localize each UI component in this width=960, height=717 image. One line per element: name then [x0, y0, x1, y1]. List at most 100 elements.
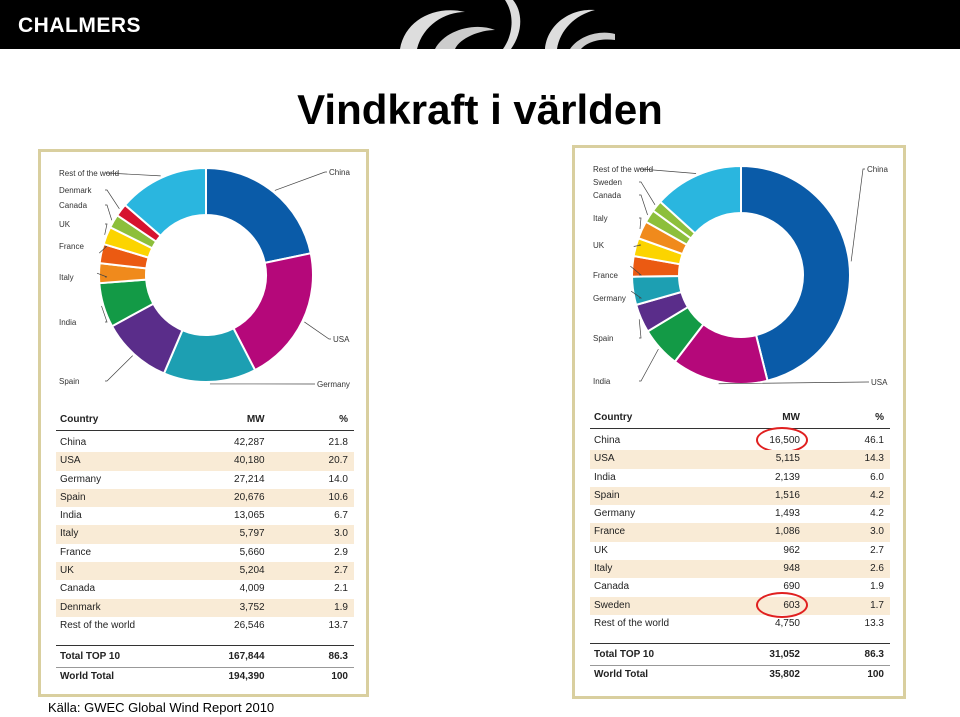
cell-mw: 26,546	[234, 619, 265, 631]
table-row: Rest of the world 4,750 13.3	[590, 615, 890, 633]
leader-line-usa	[304, 321, 331, 340]
table-row: India 2,139 6.0	[590, 469, 890, 487]
chalmers-logo: CHALMERS	[18, 14, 141, 37]
cell-percent: 6.7	[334, 510, 348, 522]
cell-country: India	[60, 510, 82, 522]
leader-line-spain	[638, 319, 642, 339]
table-row: India 13,065 6.7	[56, 507, 354, 525]
table-row: Germany 1,493 4.2	[590, 505, 890, 523]
cell-total-percent: 100	[867, 668, 884, 680]
cell-country: USA	[60, 455, 81, 467]
highlight-circle	[756, 591, 808, 618]
leader-line-germany	[630, 290, 643, 299]
slice-label-usa: USA	[871, 378, 888, 387]
table-row: Germany 27,214 14.0	[56, 471, 354, 489]
cell-percent: 2.9	[334, 546, 348, 558]
leader-line-uk	[104, 223, 108, 235]
table-row: France 1,086 3.0	[590, 523, 890, 542]
cell-percent: 2.1	[334, 583, 348, 595]
header-bar: CHALMERS	[0, 0, 960, 49]
slice-label-spain: Spain	[59, 377, 79, 386]
leader-line-china	[274, 171, 327, 191]
leader-line-france	[630, 265, 642, 276]
cell-mw: 962	[783, 544, 800, 556]
cell-country: France	[594, 526, 626, 538]
cell-country: Spain	[594, 489, 620, 501]
leader-line-rest-of-the-world	[105, 172, 161, 177]
slice-label-rest-of-the-world: Rest of the world	[593, 165, 653, 174]
slice-label-rest-of-the-world: Rest of the world	[59, 169, 119, 178]
cell-mw: 1,086	[774, 526, 800, 538]
slice-label-uk: UK	[593, 241, 605, 250]
slice-label-china: China	[329, 168, 350, 177]
slice-rest-of-the-world	[658, 164, 742, 235]
table-row: Denmark 3,752 1.9	[56, 598, 354, 617]
cell-country: Italy	[60, 528, 79, 540]
chart-panel-new-installed: China USA India Spain Germany France UK Italy Ca…	[572, 145, 906, 699]
cell-total-mw: 194,390	[228, 670, 265, 682]
cell-mw: 690	[783, 581, 800, 593]
table-row: Canada 4,009 2.1	[56, 580, 354, 598]
cell-mw: 1,493	[774, 508, 800, 520]
table-header: Country MW%	[590, 408, 890, 429]
table-total-row: Total TOP 10 31,052 86.3	[590, 646, 890, 666]
table-total-row: World Total 35,802 100	[590, 666, 890, 684]
leader-line-italy	[96, 272, 108, 278]
slice-label-canada: Canada	[59, 201, 88, 210]
cell-country: Sweden	[594, 599, 631, 611]
cell-country: Rest of the world	[60, 619, 136, 631]
col-header-country: Country	[60, 414, 99, 425]
cell-percent: 13.3	[864, 617, 884, 629]
highlight-circle	[756, 427, 808, 453]
table-row: USA 5,115 14.3	[590, 450, 890, 469]
table-row: USA 40,180 20.7	[56, 452, 354, 471]
slice-label-germany: Germany	[317, 380, 350, 389]
cell-mw: 948	[783, 563, 800, 575]
cell-mw: 40,180	[234, 455, 265, 467]
table-row: Italy 948 2.6	[590, 560, 890, 579]
cell-total-mw: 31,052	[769, 649, 800, 661]
chart-panel-world-total: China USA Germany Spain India Italy France UK Ca…	[38, 149, 369, 697]
cell-total-percent: 86.3	[864, 649, 884, 661]
slice-label-uk: UK	[59, 220, 71, 229]
table-row: UK 5,204 2.7	[56, 562, 354, 581]
slice-label-canada: Canada	[593, 191, 622, 200]
cell-mw: 4,009	[239, 583, 265, 595]
cell-mw: 27,214	[234, 473, 265, 485]
cell-mw: 1,516	[774, 489, 800, 501]
table-total-row: World Total 194,390 100	[56, 668, 354, 686]
leader-line-canada	[639, 194, 648, 216]
cell-mw: 13,065	[234, 510, 265, 522]
cell-country: India	[594, 471, 616, 483]
slice-china	[205, 166, 312, 265]
cell-total-percent: 86.3	[328, 651, 348, 663]
leader-line-spain	[105, 355, 133, 382]
cell-percent: 2.6	[870, 563, 884, 575]
leader-line-denmark	[105, 189, 120, 210]
slice-label-sweden: Sweden	[593, 178, 622, 187]
leader-line-rest-of-the-world	[639, 168, 697, 174]
slice-label-france: France	[59, 242, 84, 251]
cell-country: Germany	[60, 473, 102, 485]
source-note: Källa: GWEC Global Wind Report 2010	[48, 700, 275, 715]
slice-label-germany: Germany	[593, 294, 626, 303]
cell-percent: 13.7	[328, 619, 348, 631]
cell-mw: 5,797	[239, 528, 265, 540]
table-row: Spain 20,676 10.6	[56, 488, 354, 508]
cell-mw: 5,115	[775, 453, 800, 465]
cell-total-label: World Total	[60, 670, 115, 682]
cell-percent: 1.7	[870, 599, 884, 611]
cell-percent: 1.9	[334, 601, 348, 613]
cell-mw: 3,752	[239, 601, 265, 613]
col-header-mw: MW	[246, 414, 265, 425]
col-header-country: Country	[594, 412, 633, 423]
cell-percent: 21.8	[328, 437, 348, 448]
donut-chart-new: China USA India Spain Germany France UK Italy Ca…	[593, 164, 888, 387]
cell-total-label: World Total	[594, 668, 649, 680]
cell-percent: 20.7	[328, 455, 348, 467]
slice-label-italy: Italy	[59, 273, 74, 282]
ornament-decoration	[400, 0, 615, 49]
cell-country: Spain	[60, 491, 86, 503]
cell-percent: 6.0	[870, 471, 884, 483]
cell-percent: 10.6	[328, 491, 348, 503]
